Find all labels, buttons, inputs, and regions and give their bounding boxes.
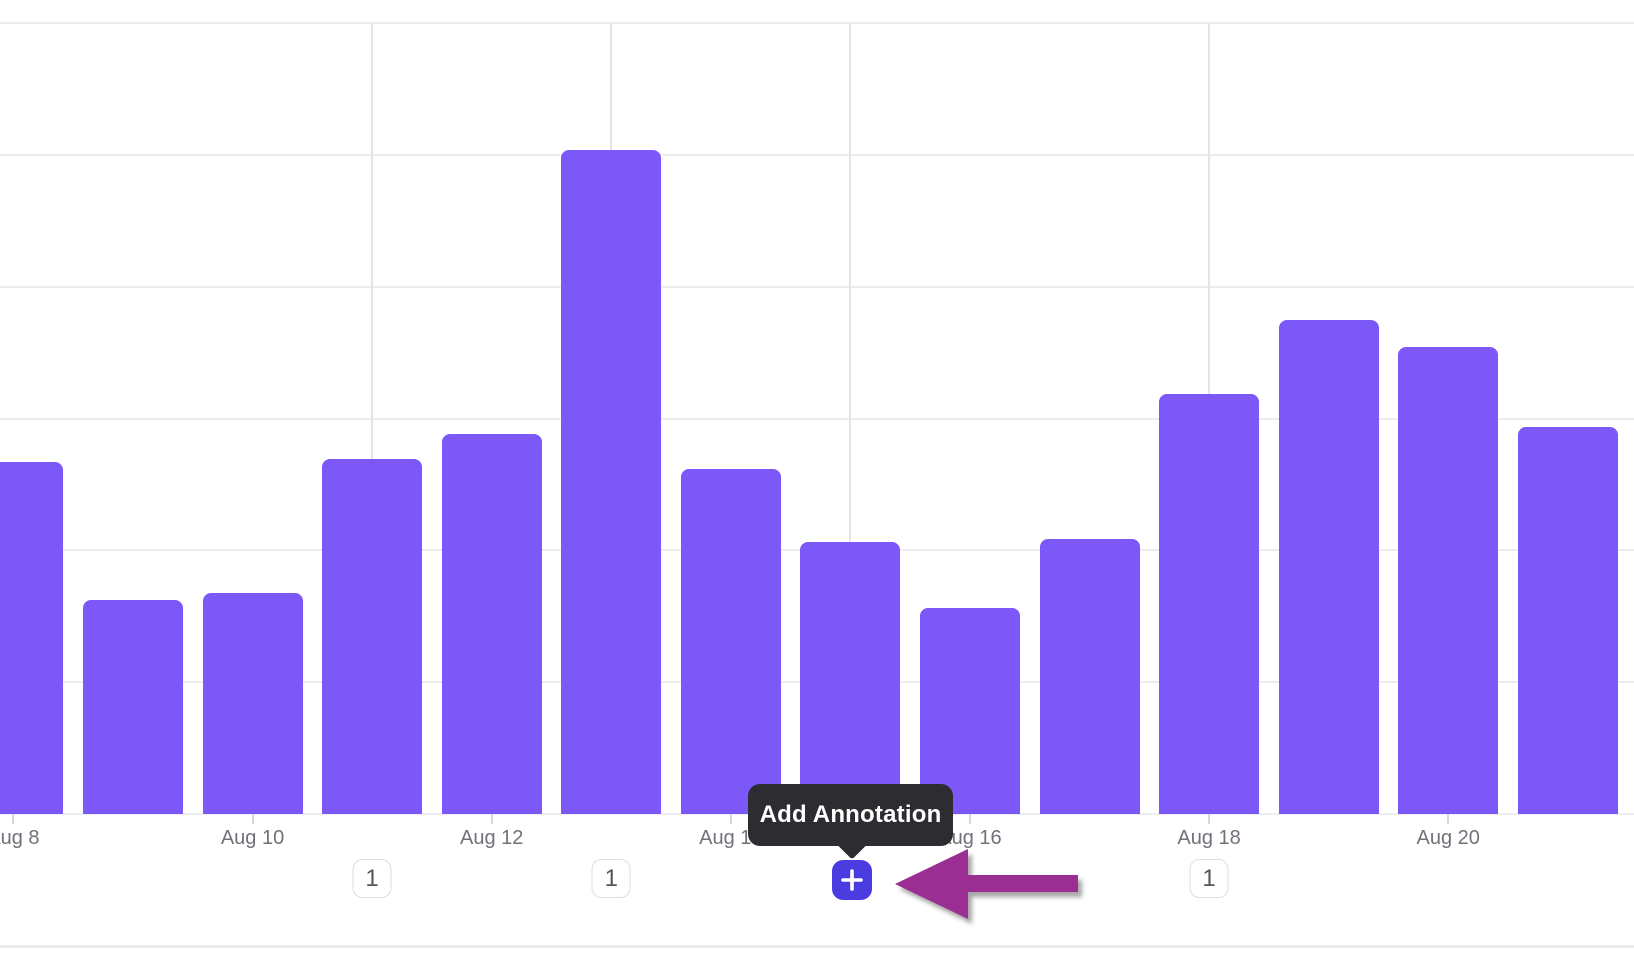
bar[interactable] [82, 600, 183, 814]
bar[interactable] [322, 459, 423, 814]
x-axis-label: Aug 10 [220, 827, 285, 849]
bar[interactable] [1278, 319, 1379, 814]
tooltip-label: Add Annotation [748, 784, 953, 846]
x-axis-tick [1447, 814, 1450, 824]
section-divider [0, 945, 1634, 948]
annotation-count-badge[interactable]: 1 [1189, 859, 1229, 898]
gridline [0, 22, 1634, 25]
bar[interactable] [0, 462, 64, 814]
add-annotation-button[interactable] [832, 860, 872, 900]
bar[interactable] [1039, 538, 1140, 814]
annotation-date-line [849, 23, 852, 814]
x-axis-label: Aug 14 [699, 827, 763, 849]
bar[interactable] [202, 592, 303, 814]
bar[interactable] [680, 468, 781, 814]
tooltip-text: Add Annotation [759, 801, 942, 828]
x-axis-tick [968, 814, 971, 824]
x-axis-tick [490, 814, 493, 824]
x-axis-label: Aug 12 [459, 827, 524, 849]
x-axis-tick [1208, 814, 1211, 824]
x-axis-label: Aug 16 [938, 827, 1002, 849]
bar[interactable] [800, 542, 901, 814]
bar[interactable] [1398, 347, 1499, 814]
bar[interactable] [561, 149, 662, 814]
gridline [0, 417, 1634, 420]
plus-icon [841, 869, 863, 891]
annotation-date-line [371, 23, 374, 814]
x-axis-label: Aug 18 [1177, 827, 1241, 849]
bar-chart [0, 22, 1634, 815]
x-axis-label: Aug 8 [0, 827, 40, 849]
bar[interactable] [1159, 393, 1260, 814]
bar[interactable] [441, 434, 542, 814]
bar[interactable] [1517, 426, 1618, 814]
arrow-shape [895, 849, 1078, 919]
gridline [0, 154, 1634, 156]
x-axis-tick [729, 814, 732, 824]
annotation-count-badge[interactable]: 1 [591, 859, 631, 898]
gridline [0, 285, 1634, 288]
bar[interactable] [919, 608, 1020, 814]
x-axis-tick [12, 814, 15, 824]
x-axis-label: Aug 20 [1416, 827, 1480, 849]
annotation-count-badge[interactable]: 1 [352, 859, 392, 898]
x-axis-tick [251, 814, 254, 824]
